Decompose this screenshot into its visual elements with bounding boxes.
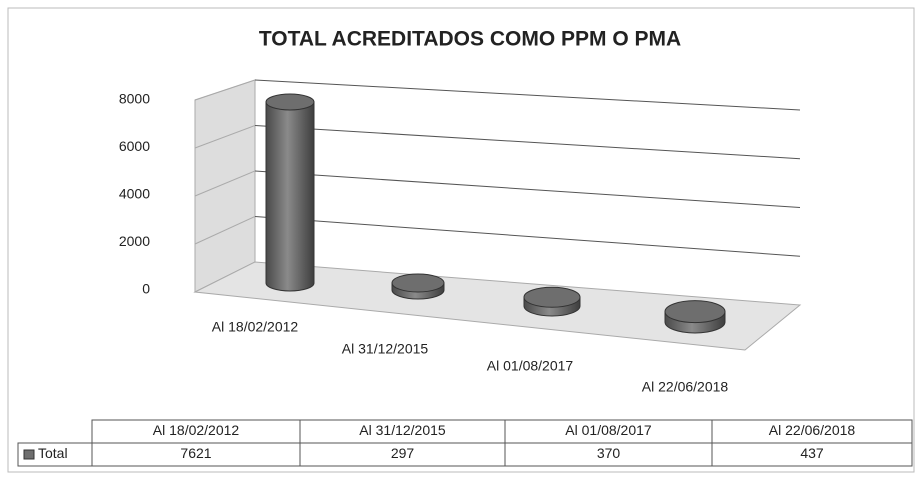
table-value: 437 — [800, 445, 824, 461]
table-value: 370 — [597, 445, 621, 461]
y-tick-label: 8000 — [119, 91, 150, 107]
table-value: 7621 — [180, 445, 211, 461]
cylinder-top — [265, 93, 315, 111]
wall-grid-line — [194, 125, 256, 149]
floor — [193, 261, 802, 351]
wall-grid-line — [194, 216, 256, 245]
y-tick-label: 2000 — [119, 233, 150, 249]
cylinder-body — [265, 101, 315, 292]
table-header: Al 31/12/2015 — [359, 422, 446, 438]
cylinder — [391, 273, 445, 300]
wall-grid-line — [194, 170, 256, 197]
legend-label: Total — [38, 445, 68, 461]
table-header: Al 01/08/2017 — [565, 422, 652, 438]
cylinder-top — [391, 273, 445, 293]
x-tick-label: Al 18/02/2012 — [212, 319, 299, 335]
wall-grid-line — [194, 79, 256, 101]
table-cell — [711, 442, 913, 467]
grid-line — [254, 125, 801, 160]
cylinder-top — [523, 286, 581, 308]
table-value: 297 — [391, 445, 415, 461]
x-tick-label: Al 01/08/2017 — [487, 358, 574, 374]
legend-swatch — [23, 449, 35, 460]
grid-line — [254, 170, 801, 208]
x-tick-label: Al 31/12/2015 — [342, 341, 429, 357]
back-wall — [194, 79, 256, 293]
x-tick-label: Al 22/06/2018 — [642, 379, 729, 395]
y-tick-label: 0 — [142, 281, 150, 297]
table-header: Al 22/06/2018 — [769, 422, 856, 438]
cylinder-top — [664, 300, 726, 324]
y-tick-label: 4000 — [119, 186, 150, 202]
chart-frame — [7, 7, 915, 473]
cylinder — [664, 300, 726, 334]
table-header: Al 18/02/2012 — [153, 422, 240, 438]
chart-title: TOTAL ACREDITADOS COMO PPM O PMA — [259, 28, 681, 51]
grid-line — [254, 79, 801, 111]
grid-line — [254, 216, 801, 257]
cylinder — [523, 286, 581, 317]
cylinder — [265, 93, 315, 292]
y-tick-label: 6000 — [119, 138, 150, 154]
